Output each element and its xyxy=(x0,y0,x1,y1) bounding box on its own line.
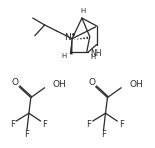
Text: H: H xyxy=(62,53,67,59)
Polygon shape xyxy=(70,39,73,54)
Text: F: F xyxy=(24,130,29,139)
Text: H: H xyxy=(80,8,86,14)
Text: O: O xyxy=(88,78,95,87)
Text: F: F xyxy=(101,130,106,139)
Text: OH: OH xyxy=(129,80,143,89)
Text: NH: NH xyxy=(90,49,101,58)
Text: F: F xyxy=(10,120,15,129)
Text: O: O xyxy=(12,78,19,87)
Text: F: F xyxy=(119,120,124,129)
Text: F: F xyxy=(86,120,91,129)
Text: OH: OH xyxy=(52,80,66,89)
Text: H: H xyxy=(90,54,95,60)
Text: F: F xyxy=(42,120,47,129)
Text: N: N xyxy=(64,33,71,42)
